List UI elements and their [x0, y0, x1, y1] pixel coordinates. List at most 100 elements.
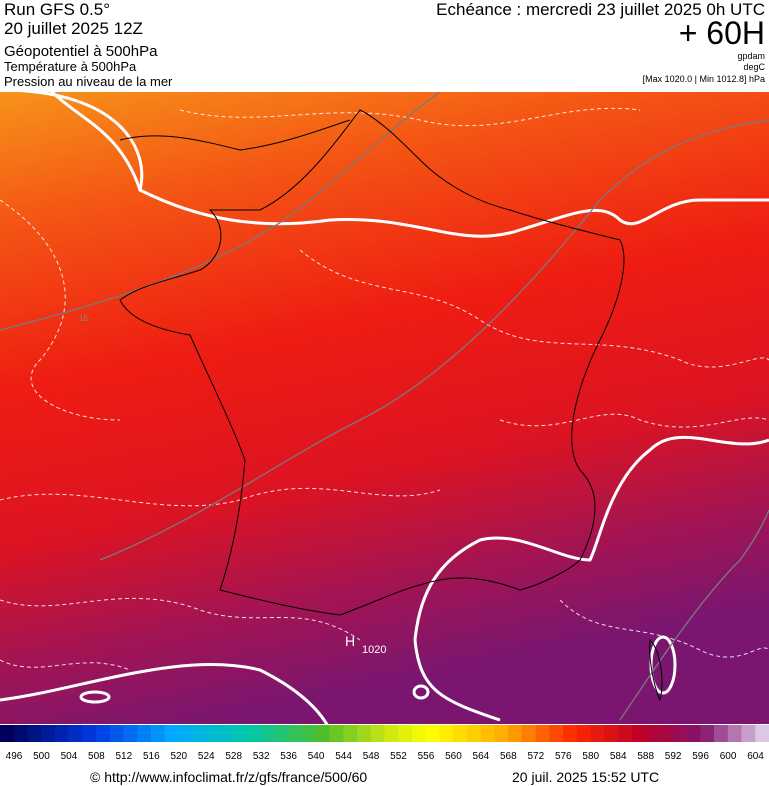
colorbar-swatch	[0, 725, 15, 742]
colorbar-label: 604	[747, 751, 764, 762]
colorbar-swatch	[247, 725, 262, 742]
colorbar-label: 552	[390, 751, 407, 762]
colorbar-swatch	[453, 725, 468, 742]
colorbar-label: 544	[335, 751, 352, 762]
colorbar-label: 584	[610, 751, 627, 762]
isotherm-label: 16	[79, 314, 88, 323]
colorbar-swatch	[411, 725, 426, 742]
colorbar-swatch	[714, 725, 729, 742]
colorbar-swatch	[109, 725, 124, 742]
colorbar-label: 588	[637, 751, 654, 762]
colorbar-label: 592	[665, 751, 682, 762]
colorbar-swatch	[398, 725, 413, 742]
colorbar-label: 564	[473, 751, 490, 762]
colorbar-swatch	[439, 725, 454, 742]
colorbar-swatch	[521, 725, 536, 742]
colorbar-swatch	[727, 725, 742, 742]
colorbar-label: 504	[61, 751, 78, 762]
colorbar-label: 532	[253, 751, 270, 762]
colorbar-swatch	[329, 725, 344, 742]
colorbar-swatch	[164, 725, 179, 742]
colorbar-swatch	[370, 725, 385, 742]
high-pressure-marker: H	[345, 633, 355, 649]
field-label: Pression au niveau de la mer	[4, 74, 173, 89]
run-title: Run GFS 0.5°	[4, 0, 110, 19]
colorbar-swatch	[535, 725, 550, 742]
colorbar-swatch	[659, 725, 674, 742]
colorbar-swatch	[425, 725, 440, 742]
colorbar-swatch	[302, 725, 317, 742]
colorbar-label: 524	[198, 751, 215, 762]
colorbar-swatch	[645, 725, 660, 742]
colorbar-label: 560	[445, 751, 462, 762]
colorbar-swatch	[604, 725, 619, 742]
pressure-value: 1020	[362, 644, 386, 656]
isobar	[412, 684, 430, 700]
run-date: 20 juillet 2025 12Z	[4, 19, 143, 38]
colorbar-label: 548	[363, 751, 380, 762]
colorbar-swatch	[590, 725, 605, 742]
colorbar-swatch	[686, 725, 701, 742]
geopotential-lines	[0, 92, 769, 721]
field-label: Géopotentiel à 500hPa	[4, 43, 158, 60]
colorbar-swatch	[137, 725, 152, 742]
colorbar-swatch	[27, 725, 42, 742]
map: H 1020 16	[0, 92, 769, 724]
colorbar-swatch	[274, 725, 289, 742]
colorbar-swatch	[219, 725, 234, 742]
source-url: © http://www.infoclimat.fr/z/gfs/france/…	[90, 769, 367, 785]
isobar	[15, 92, 769, 238]
colorbar-swatch	[576, 725, 591, 742]
pressure-range: [Max 1020.0 | Min 1012.8] hPa	[643, 74, 765, 84]
map-background	[0, 92, 769, 724]
colorbar-label: 556	[418, 751, 435, 762]
isobar	[79, 690, 111, 704]
colorbar-swatch	[672, 725, 687, 742]
colorbar-swatch	[178, 725, 193, 742]
colorbar-swatch	[755, 725, 769, 742]
isobar	[0, 663, 329, 724]
isotherms	[0, 107, 769, 671]
field-label: Température à 500hPa	[4, 59, 137, 74]
unit-label: gpdam	[737, 51, 765, 61]
colorbar-swatch	[288, 725, 303, 742]
colorbar-swatch	[357, 725, 372, 742]
colorbar-swatch	[466, 725, 481, 742]
colorbar-label: 572	[527, 751, 544, 762]
colorbar-swatch	[41, 725, 56, 742]
colorbar-swatch	[96, 725, 111, 742]
isobar	[49, 92, 142, 191]
colorbar-label: 500	[33, 751, 50, 762]
timestamp: 20 juil. 2025 15:52 UTC	[512, 769, 659, 785]
colorbar-swatch	[233, 725, 248, 742]
colorbar-swatch	[508, 725, 523, 742]
colorbar-swatch	[617, 725, 632, 742]
colorbar-swatch	[205, 725, 221, 742]
colorbar-label: 536	[280, 751, 297, 762]
colorbar-swatch	[82, 725, 97, 742]
colorbar-swatch	[343, 725, 358, 742]
forecast-time: Echéance : mercredi 23 juillet 2025 0h U…	[436, 0, 765, 19]
colorbar-swatch	[480, 725, 495, 742]
colorbar-swatch	[13, 725, 28, 742]
colorbar-swatch	[151, 725, 166, 742]
colorbar-swatch	[192, 725, 207, 742]
coastline	[119, 109, 625, 616]
colorbar-label: 596	[692, 751, 709, 762]
colorbar-swatch	[315, 725, 330, 742]
colorbar-label: 600	[720, 751, 737, 762]
colorbar-swatch	[260, 725, 275, 742]
colorbar-swatch	[549, 725, 564, 742]
colorbar-swatch	[700, 725, 715, 742]
colorbar-swatch	[68, 725, 83, 742]
lead-time: + 60H	[679, 15, 765, 51]
colorbar-label: 508	[88, 751, 105, 762]
colorbar-label: 580	[582, 751, 599, 762]
colorbar-label: 528	[225, 751, 242, 762]
colorbar-swatch	[631, 725, 646, 742]
colorbar-label: 576	[555, 751, 572, 762]
colorbar-swatch	[123, 725, 138, 742]
colorbar-label: 568	[500, 751, 517, 762]
colorbar-label: 520	[170, 751, 187, 762]
